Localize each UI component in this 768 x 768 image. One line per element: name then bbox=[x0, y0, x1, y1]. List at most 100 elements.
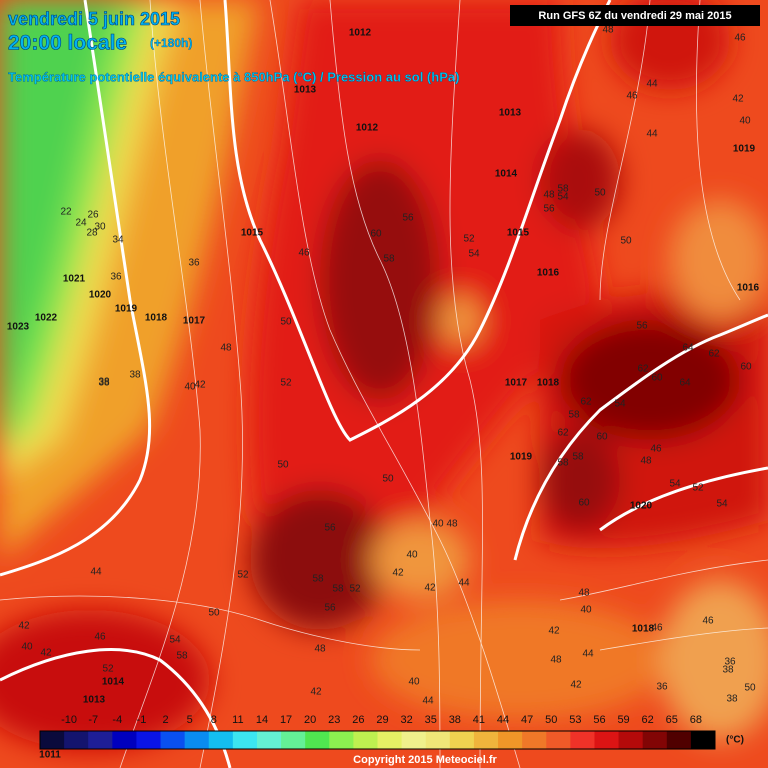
legend-tick-label: 44 bbox=[497, 714, 509, 726]
legend-tick-label: 47 bbox=[521, 714, 533, 726]
pressure-label: 1021 bbox=[63, 274, 86, 285]
legend-tick-label: 26 bbox=[352, 714, 364, 726]
temperature-label: 42 bbox=[194, 380, 206, 391]
pressure-label: 1012 bbox=[349, 28, 372, 39]
legend-swatch bbox=[690, 731, 715, 749]
legend-tick-label: 38 bbox=[449, 714, 461, 726]
temperature-label: 48 bbox=[446, 519, 458, 530]
temperature-label: 56 bbox=[324, 523, 336, 534]
temperature-label: 58 bbox=[557, 458, 569, 469]
legend-tick-label: 50 bbox=[545, 714, 557, 726]
copyright: Copyright 2015 Meteociel.fr bbox=[353, 754, 497, 766]
legend-swatch bbox=[64, 731, 89, 749]
temperature-label: 54 bbox=[669, 479, 681, 490]
pressure-label: 1016 bbox=[537, 268, 560, 279]
pressure-label: 1022 bbox=[35, 313, 58, 324]
legend-swatch bbox=[546, 731, 571, 749]
temperature-label: 64 bbox=[682, 343, 694, 354]
temperature-label: 34 bbox=[112, 235, 124, 246]
lead-time: (+180h) bbox=[150, 36, 192, 50]
temperature-label: 44 bbox=[90, 567, 102, 578]
temperature-label: 52 bbox=[692, 483, 704, 494]
legend-tick-label: 2 bbox=[162, 714, 168, 726]
temperature-label: 40 bbox=[408, 677, 420, 688]
temperature-label: 42 bbox=[548, 626, 560, 637]
temperature-label: 60 bbox=[596, 432, 608, 443]
legend-tick-label: 20 bbox=[304, 714, 316, 726]
temperature-label: 58 bbox=[383, 254, 395, 265]
temperature-label: 50 bbox=[744, 683, 756, 694]
legend-tick-label: 23 bbox=[328, 714, 340, 726]
legend-swatch bbox=[401, 731, 427, 749]
temperature-label: 52 bbox=[102, 664, 114, 675]
temperature-label: 48 bbox=[220, 343, 232, 354]
legend-swatch bbox=[184, 731, 210, 749]
legend: (°C) -10 -7 -4 -1 2 5 8 11 14 17 20 23 26 29 32 35 38 41 4… bbox=[39, 714, 744, 750]
pressure-label: 1017 bbox=[183, 316, 206, 327]
temperature-label: 60 bbox=[740, 362, 752, 373]
pressure-label: 1018 bbox=[632, 624, 655, 635]
run-box bbox=[510, 5, 760, 26]
legend-swatch bbox=[232, 731, 258, 749]
legend-swatch bbox=[642, 731, 668, 749]
legend-swatch bbox=[112, 731, 137, 749]
legend-swatch bbox=[160, 731, 186, 749]
temperature-label: 56 bbox=[324, 603, 336, 614]
pressure-label: 1012 bbox=[356, 123, 379, 134]
run-info: Run GFS 6Z du vendredi 29 mai 2015 bbox=[538, 10, 731, 22]
temperature-label: 50 bbox=[594, 188, 606, 199]
temperature-label: 58 bbox=[312, 574, 324, 585]
legend-swatch bbox=[449, 731, 475, 749]
temperature-label: 46 bbox=[650, 444, 662, 455]
legend-swatch bbox=[594, 731, 620, 749]
temperature-label: 38 bbox=[722, 665, 734, 676]
temperature-label: 54 bbox=[614, 399, 626, 410]
temperature-label: 46 bbox=[651, 623, 663, 634]
pressure-label: 1015 bbox=[241, 228, 264, 239]
temperature-label: 36 bbox=[656, 682, 668, 693]
legend-tick-label: -7 bbox=[88, 714, 98, 726]
temperature-label: 30 bbox=[94, 222, 106, 233]
temperature-label: 42 bbox=[424, 583, 436, 594]
legend-swatch bbox=[353, 731, 378, 749]
date: vendredi 5 juin 2015 bbox=[8, 9, 180, 29]
temperature-label: 36 bbox=[110, 272, 122, 283]
temperature-label: 58 bbox=[332, 584, 344, 595]
temperature-label: 60 bbox=[651, 373, 663, 384]
legend-tick-label: 41 bbox=[473, 714, 485, 726]
legend-swatch bbox=[305, 731, 330, 749]
temperature-label: 50 bbox=[208, 608, 220, 619]
temperature-label: 52 bbox=[349, 584, 361, 595]
pressure-label: 1019 bbox=[115, 304, 138, 315]
temperature-label: 64 bbox=[679, 378, 691, 389]
legend-swatch bbox=[88, 731, 113, 749]
temperature-label: 44 bbox=[422, 696, 434, 707]
legend-swatch bbox=[329, 731, 354, 749]
temperature-label: 42 bbox=[310, 687, 322, 698]
pressure-label: 1023 bbox=[7, 322, 30, 333]
temperature-label: 48 bbox=[578, 588, 590, 599]
temperature-label: 44 bbox=[582, 649, 594, 660]
legend-swatch bbox=[618, 731, 644, 749]
legend-tick-label: 11 bbox=[232, 714, 243, 726]
legend-tick-label: 5 bbox=[187, 714, 193, 726]
temperature-label: 48 bbox=[640, 456, 652, 467]
legend-swatch bbox=[136, 731, 162, 749]
time: 20:00 locale bbox=[8, 32, 127, 55]
temperature-label: 38 bbox=[98, 378, 110, 389]
pressure-label: 1020 bbox=[89, 290, 112, 301]
legend-tick-label: 17 bbox=[280, 714, 292, 726]
pressure-label: 1013 bbox=[83, 695, 106, 706]
pressure-label: 1013 bbox=[294, 85, 317, 96]
temperature-label: 50 bbox=[382, 474, 394, 485]
temperature-label: 56 bbox=[543, 204, 555, 215]
legend-tick-label: 59 bbox=[617, 714, 629, 726]
temperature-label: 58 bbox=[568, 410, 580, 421]
temperature-label: 52 bbox=[237, 570, 249, 581]
temperature-label: 56 bbox=[636, 321, 648, 332]
temperature-label: 46 bbox=[626, 91, 638, 102]
temperature-label: 44 bbox=[646, 129, 658, 140]
legend-swatch bbox=[377, 731, 403, 749]
